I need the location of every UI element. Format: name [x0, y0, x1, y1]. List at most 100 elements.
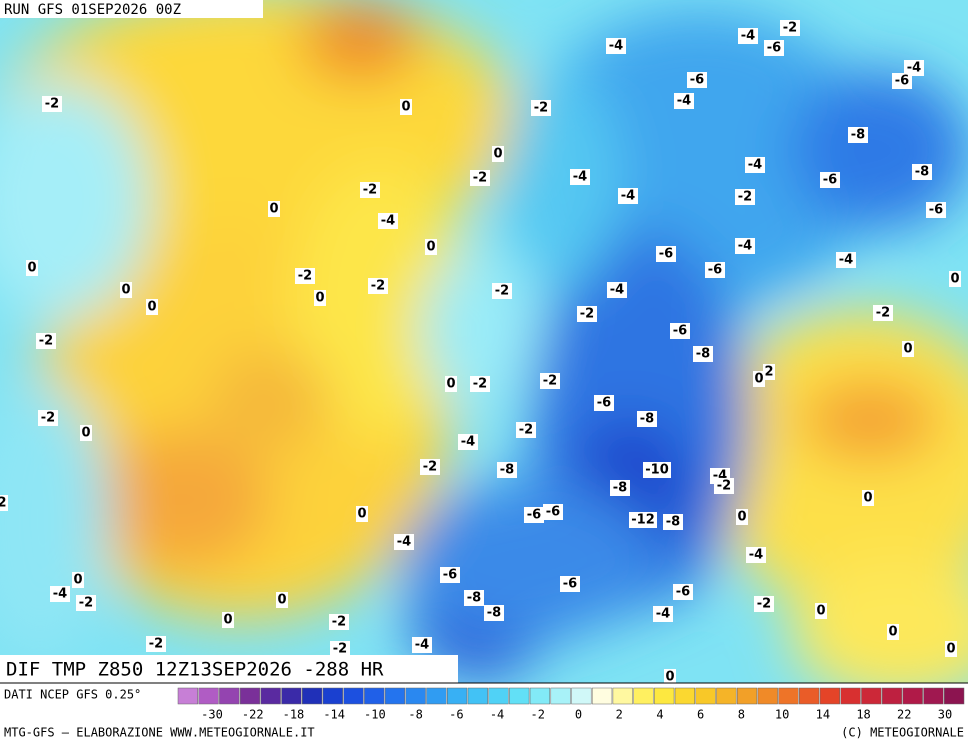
- contour-label-bg: [656, 246, 676, 262]
- colorbar-tick-label: -14: [323, 708, 345, 722]
- colorbar-tick-label: 8: [738, 708, 745, 722]
- contour-label-bg: [76, 595, 96, 611]
- copyright: (C) METEOGIORNALE: [841, 726, 964, 740]
- contour-label: 0: [816, 604, 825, 619]
- contour-label: -8: [467, 591, 481, 606]
- contour-label: 0: [315, 291, 324, 306]
- contour-label-bg: [50, 586, 70, 602]
- contour-label-bg: [540, 373, 560, 389]
- contour-label-bg: [687, 72, 707, 88]
- contour-label-bg: [222, 612, 234, 628]
- header-box: [0, 0, 263, 18]
- contour-label: -2: [41, 411, 55, 426]
- contour-label-bg: [705, 262, 725, 278]
- contour-label: -2: [423, 460, 437, 475]
- colorbar-swatch: [757, 687, 778, 705]
- contour-label-bg: [862, 490, 874, 506]
- contour-label-bg: [531, 100, 551, 116]
- contour-label: -8: [613, 481, 627, 496]
- colorbar-swatch: [902, 687, 923, 705]
- colorbar-swatch: [529, 687, 551, 705]
- colorbar-tick-label: -8: [408, 708, 422, 722]
- contour-label-bg: [643, 462, 671, 478]
- colorbar-swatch: [467, 687, 488, 705]
- colorbar-swatch: [612, 687, 633, 705]
- contour-label: -6: [659, 247, 673, 262]
- contour-label: -8: [696, 347, 710, 362]
- colorbar-tick-label: -18: [283, 708, 305, 722]
- colorbar-swatch: [405, 687, 426, 705]
- colorbar-swatch: [861, 687, 882, 705]
- contour-label-bg: [368, 278, 388, 294]
- contour-label-bg: [497, 462, 517, 478]
- contour-label-bg: [815, 603, 827, 619]
- map-title: DIF TMP Z850 12Z13SEP2026 -288 HR: [6, 659, 384, 681]
- colorbar-swatch: [591, 687, 613, 705]
- contour-label: -2: [149, 637, 163, 652]
- colorbar-swatch: [881, 687, 903, 705]
- colorbar-tick-label: 14: [816, 708, 830, 722]
- colorbar-swatch: [695, 687, 716, 705]
- contour-label-bg: [663, 514, 683, 530]
- contour-label-bg: [425, 239, 437, 255]
- contour-label: 0: [81, 426, 90, 441]
- colorbar-swatch: [550, 687, 571, 705]
- contour-label: -2: [738, 190, 752, 205]
- contour-label: 0: [950, 272, 959, 287]
- contour-label-bg: [492, 146, 504, 162]
- colorbar-swatch: [239, 687, 261, 705]
- contour-label-bg: [295, 268, 315, 284]
- contour-label: -2: [473, 377, 487, 392]
- contour-label: -4: [839, 253, 853, 268]
- colorbar-swatch: [778, 687, 799, 705]
- colorbar: -30 -22 -18 -14 -10 -8 -6 -4 -2 0 2 4 6 8 10 14 18 22 30: [177, 687, 965, 722]
- contour-label-bg: [902, 341, 914, 357]
- contour-label-bg: [146, 299, 158, 315]
- contour-label: -2: [79, 596, 93, 611]
- contour-label-bg: [464, 590, 484, 606]
- contour-label-bg: [714, 478, 734, 494]
- contour-label-bg: [780, 20, 800, 36]
- contour-label: -4: [415, 638, 429, 653]
- colorbar-swatch: [923, 687, 944, 705]
- colorbar-swatch: [509, 687, 530, 705]
- contour-label-bg: [360, 182, 380, 198]
- contour-label: 0: [27, 261, 36, 276]
- contour-label-bg: [560, 576, 580, 592]
- contour-label-bg: [470, 170, 490, 186]
- contour-label-bg: [26, 260, 38, 276]
- contour-label: 0: [446, 377, 455, 392]
- colorbar-swatch: [819, 687, 840, 705]
- contour-label-bg: [949, 271, 961, 287]
- contour-label: -6: [563, 577, 577, 592]
- contour-label: -4: [53, 587, 67, 602]
- contour-label-bg: [356, 506, 368, 522]
- contour-label: -2: [371, 279, 385, 294]
- colorbar-swatch: [281, 687, 302, 705]
- contour-label: -4: [573, 170, 587, 185]
- contour-label-bg: [412, 637, 432, 653]
- contour-label-bg: [314, 290, 326, 306]
- contour-label-bg: [674, 93, 694, 109]
- contour-label: -2: [363, 183, 377, 198]
- contour-label: 0: [426, 240, 435, 255]
- contour-label-bg: [664, 669, 676, 685]
- contour-label-bg: [848, 127, 868, 143]
- contour-label-bg: [524, 507, 544, 523]
- contour-label: -2: [757, 597, 771, 612]
- contour-label-bg: [904, 60, 924, 76]
- contour-label: -6: [527, 508, 541, 523]
- contour-labels: -2 0-4-4-6-2-4-6-6-4-20-8-2-2 -4-4-6-80-4-…: [0, 20, 961, 685]
- contour-label-bg: [887, 624, 899, 640]
- contour-label-bg: [394, 534, 414, 550]
- contour-label: -6: [546, 505, 560, 520]
- contour-label: 2: [764, 365, 773, 380]
- colorbar-tick-label: -22: [242, 708, 264, 722]
- contour-label-bg: [458, 434, 478, 450]
- colorbar-swatch: [198, 687, 219, 705]
- contour-label-bg: [945, 641, 957, 657]
- contour-label-bg: [836, 252, 856, 268]
- contour-label-bg: [629, 512, 657, 528]
- contour-label: -2: [580, 307, 594, 322]
